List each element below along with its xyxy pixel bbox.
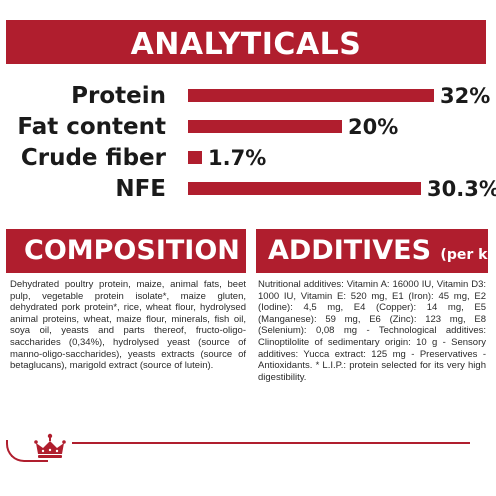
- additives-banner: ADDITIVES (per kg): [256, 229, 496, 273]
- analytics-row: Protein 32%: [0, 82, 496, 110]
- composition-banner: COMPOSITION: [6, 229, 246, 273]
- nutrient-value: 30.3%: [427, 177, 496, 201]
- page-title: ANALYTICALS CONSTITUENTS: [113, 27, 379, 97]
- additives-text: Nutritional additives: Vitamin A: 16000 …: [258, 279, 486, 383]
- footer-divider-curve: [6, 440, 48, 462]
- nutrient-value: 1.7%: [208, 146, 267, 170]
- additives-heading: ADDITIVES (per kg): [268, 235, 496, 266]
- nutrient-label: NFE: [115, 176, 166, 202]
- nutrient-bar: [188, 120, 342, 133]
- additives-subtitle: (per kg): [440, 247, 496, 263]
- nutrient-value: 32%: [440, 84, 491, 108]
- crown-icon: [28, 432, 72, 460]
- nutrient-label: Crude fiber: [20, 145, 166, 171]
- nutrient-bar: [188, 89, 434, 102]
- nutrient-label: Protein: [71, 83, 166, 109]
- title-banner: ANALYTICALS CONSTITUENTS: [6, 20, 486, 97]
- nutrient-label: Fat content: [17, 114, 166, 140]
- nutrient-bar: [188, 151, 202, 164]
- nutrient-value: 20%: [348, 115, 399, 139]
- footer-divider: [60, 442, 470, 444]
- composition-text: Dehydrated poultry protein, maize, anima…: [10, 279, 246, 372]
- analytics-row: Crude fiber 1.7%: [0, 144, 496, 172]
- analytics-row: Fat content 20%: [0, 113, 496, 141]
- additives-title: ADDITIVES: [268, 235, 432, 266]
- composition-title: COMPOSITION: [24, 235, 240, 266]
- nutrient-bar: [188, 182, 421, 195]
- analytics-row: NFE 30.3%: [0, 175, 496, 203]
